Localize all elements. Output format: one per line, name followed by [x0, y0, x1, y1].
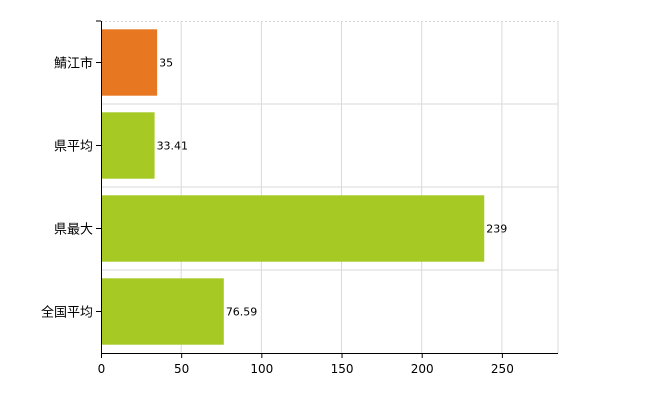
category-label-1: 県平均 [54, 140, 93, 155]
labels: 35 鯖江市 33.41 県平均 239 県最大 76.59 全国平均 0 50 100 150 200… [41, 56, 514, 377]
bar-2 [102, 195, 485, 262]
bars [102, 29, 485, 345]
x-tick-label-4: 200 [411, 362, 434, 376]
data-label-3: 76.59 [226, 306, 258, 319]
data-label-0: 35 [159, 57, 173, 70]
x-tick-label-0: 0 [98, 362, 106, 376]
x-tick-label-3: 150 [331, 362, 354, 376]
axes [96, 20, 558, 358]
category-label-3: 全国平均 [41, 305, 93, 321]
bar-1 [102, 112, 155, 179]
x-tick-label-2: 100 [250, 362, 273, 376]
bar-0 [102, 29, 158, 96]
bar-3 [102, 278, 224, 345]
grid-lines [101, 21, 559, 353]
category-label-0: 鯖江市 [54, 56, 93, 72]
x-tick-label-5: 250 [491, 362, 514, 376]
category-label-2: 県最大 [54, 223, 93, 238]
data-label-1: 33.41 [157, 140, 189, 153]
x-tick-label-1: 50 [174, 362, 189, 376]
data-label-2: 239 [486, 223, 507, 236]
